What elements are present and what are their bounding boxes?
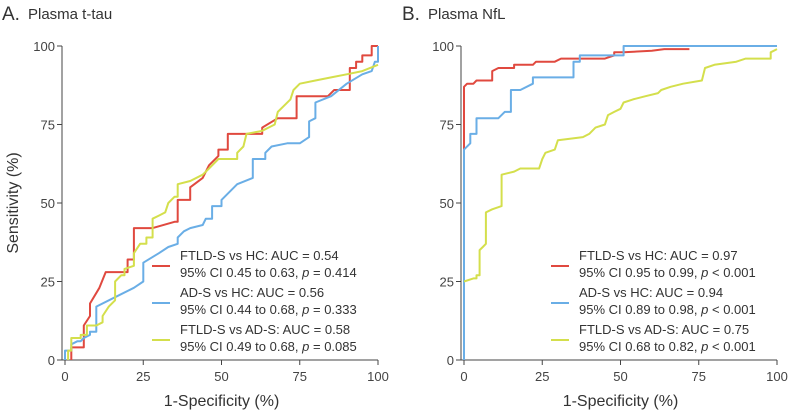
x-tick-label: 75 xyxy=(692,369,706,384)
panel-a: A. Plasma t-tau 0 25 50 75 100 0 25 50 75 100 1-Spec… xyxy=(2,4,389,410)
x-tick-label: 0 xyxy=(460,369,467,384)
legend-ci: 95% CI 0.45 to 0.63, p = 0.414 xyxy=(180,265,357,280)
x-tick-label: 100 xyxy=(367,369,389,384)
legend-ci: 95% CI 0.89 to 0.98, p < 0.001 xyxy=(579,302,756,317)
legend-ci-text: 95% CI 0.89 to 0.98, xyxy=(579,302,701,317)
legend-ci-text: 95% CI 0.45 to 0.63, xyxy=(180,265,302,280)
legend-label: AD-S vs HC: AUC = 0.56 xyxy=(180,285,324,300)
x-tick-label: 75 xyxy=(293,369,307,384)
legend-p-symbol: p xyxy=(301,265,309,280)
legend-p-value: = 0.085 xyxy=(309,339,356,354)
roc-curve-0 xyxy=(70,45,378,360)
legend-p-value: < 0.001 xyxy=(708,302,755,317)
legend-ci: 95% CI 0.68 to 0.82, p < 0.001 xyxy=(579,339,756,354)
legend-ci: 95% CI 0.95 to 0.99, p < 0.001 xyxy=(579,265,756,280)
legend-ci: 95% CI 0.49 to 0.68, p = 0.085 xyxy=(180,339,357,354)
legend-p-value: = 0.333 xyxy=(309,302,356,317)
roc-curve-1 xyxy=(64,46,379,360)
x-axis-label: 1-Specificity (%) xyxy=(563,393,679,410)
y-tick-label: 25 xyxy=(41,275,55,290)
y-tick-label: 75 xyxy=(41,118,55,133)
legend-p-value: < 0.001 xyxy=(708,339,755,354)
panel-b: B. Plasma NfL 0 25 50 75 100 0 25 50 75 100 1-Specif… xyxy=(402,4,788,410)
y-tick-label: 50 xyxy=(41,196,55,211)
legend-ci-text: 95% CI 0.68 to 0.82, xyxy=(579,339,701,354)
panel-letter: A. xyxy=(2,4,20,25)
legend-p-symbol: p xyxy=(301,302,309,317)
legend-label: FTLD-S vs HC: AUC = 0.54 xyxy=(180,248,339,263)
legend-label: FTLD-S vs AD-S: AUC = 0.75 xyxy=(579,322,749,337)
legend-p-symbol: p xyxy=(700,302,708,317)
x-tick-label: 50 xyxy=(613,369,627,384)
roc-curve-1 xyxy=(463,45,777,360)
legend-label: AD-S vs HC: AUC = 0.94 xyxy=(579,285,723,300)
x-tick-label: 0 xyxy=(61,369,68,384)
y-tick-label: 50 xyxy=(440,196,454,211)
legend-p-symbol: p xyxy=(700,339,708,354)
legend-p-value: < 0.001 xyxy=(708,265,755,280)
x-tick-label: 25 xyxy=(535,369,549,384)
y-tick-label: 0 xyxy=(447,353,454,368)
legend-ci-text: 95% CI 0.44 to 0.68, xyxy=(180,302,302,317)
legend-ci-text: 95% CI 0.49 to 0.68, xyxy=(180,339,302,354)
legend-p-value: = 0.414 xyxy=(309,265,356,280)
x-tick-label: 50 xyxy=(214,369,228,384)
roc-curve-2 xyxy=(67,63,379,360)
roc-curve-2 xyxy=(463,48,778,283)
y-tick-label: 100 xyxy=(432,39,454,54)
legend-ci-text: 95% CI 0.95 to 0.99, xyxy=(579,265,701,280)
y-tick-label: 75 xyxy=(440,118,454,133)
x-axis-label: 1-Specificity (%) xyxy=(164,393,280,410)
y-tick-label: 100 xyxy=(33,39,55,54)
panel-title: Plasma NfL xyxy=(428,6,506,23)
panel-letter: B. xyxy=(402,4,420,25)
legend-label: FTLD-S vs HC: AUC = 0.97 xyxy=(579,248,738,263)
y-tick-label: 0 xyxy=(48,353,55,368)
y-axis-label: Sensitivity (%) xyxy=(5,152,22,253)
x-tick-label: 25 xyxy=(136,369,150,384)
legend-label: FTLD-S vs AD-S: AUC = 0.58 xyxy=(180,322,350,337)
y-tick-label: 25 xyxy=(440,275,454,290)
x-tick-label: 100 xyxy=(766,369,788,384)
roc-curve-0 xyxy=(463,48,690,150)
legend-p-symbol: p xyxy=(301,339,309,354)
legend-ci: 95% CI 0.44 to 0.68, p = 0.333 xyxy=(180,302,357,317)
legend-p-symbol: p xyxy=(700,265,708,280)
panel-title: Plasma t-tau xyxy=(28,6,112,23)
